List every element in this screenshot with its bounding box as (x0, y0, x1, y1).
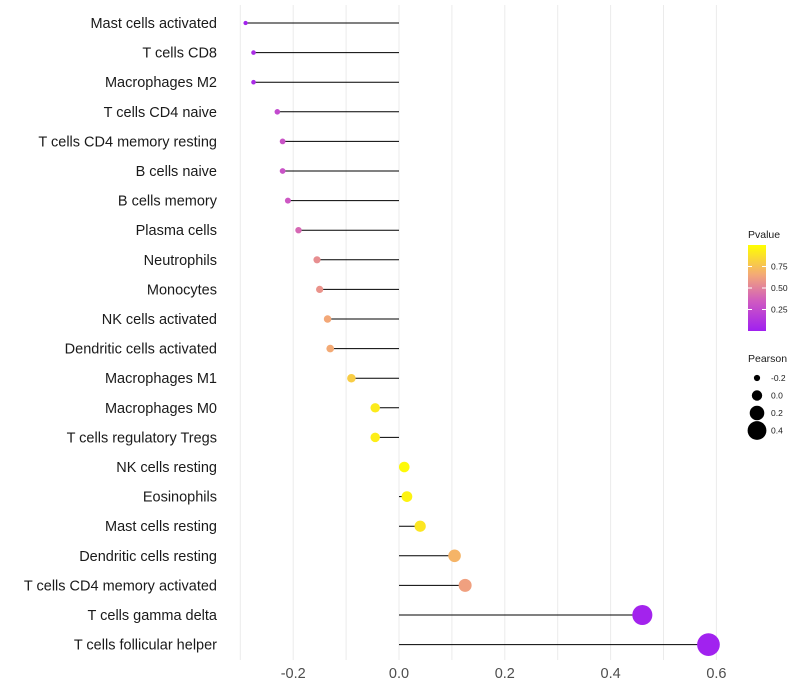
category-labels: Mast cells activated T cells CD8 Macrophag… (24, 16, 218, 654)
x-tick-label: 0.4 (601, 666, 621, 682)
category-label: T cells CD4 memory activated (24, 578, 217, 594)
category-label: Dendritic cells activated (65, 342, 217, 358)
lollipop-point (295, 226, 302, 234)
lollipop-point (279, 138, 286, 145)
lollipop-point (323, 315, 332, 323)
pvalue-legend-title: Pvalue (748, 229, 780, 241)
lollipop-point (279, 168, 286, 174)
pearson-legend-key (749, 405, 765, 421)
category-label: Dendritic cells resting (79, 549, 217, 565)
lollipop-point (347, 373, 356, 383)
category-label: Macrophages M1 (105, 371, 217, 387)
pearson-legend-keys: -0.2 0.0 0.2 0.4 (747, 373, 786, 440)
lollipop-point (274, 109, 281, 115)
lollipop-point (243, 20, 248, 26)
category-label: Eosinophils (143, 490, 217, 506)
pvalue-colorbar (748, 245, 766, 331)
lollipop-point (458, 578, 472, 592)
pvalue-legend: Pvalue 0.75 0.50 0.25 (748, 229, 788, 331)
lollipop-point (284, 197, 291, 204)
lollipop-points (243, 20, 720, 656)
pvalue-legend-label: 0.25 (771, 305, 788, 315)
pvalue-legend-breaks: 0.75 0.50 0.25 (748, 262, 788, 315)
lollipop-point (401, 491, 413, 502)
category-label: T cells regulatory Tregs (67, 430, 217, 446)
lollipop-point (697, 633, 720, 656)
pvalue-legend-label: 0.50 (771, 283, 788, 293)
category-label: T cells CD4 memory resting (38, 134, 217, 150)
pearson-legend-key (753, 374, 761, 382)
category-label: Macrophages M0 (105, 401, 217, 417)
lollipop-point (326, 344, 335, 353)
category-label: Macrophages M2 (105, 75, 217, 91)
pearson-legend-label: 0.4 (771, 426, 783, 436)
grid-lines (239, 5, 717, 660)
category-label: T cells follicular helper (74, 638, 217, 654)
x-tick-label: -0.2 (281, 666, 306, 682)
lollipop-point (251, 50, 256, 55)
x-axis-tick-labels: -0.2 0.0 0.2 0.4 0.6 (281, 666, 727, 682)
pearson-legend: Pearson -0.2 0.0 0.2 0.4 (747, 353, 787, 440)
category-label: Mast cells resting (105, 519, 217, 535)
pearson-legend-title: Pearson (748, 353, 787, 365)
category-label: Neutrophils (144, 253, 217, 269)
category-label: NK cells activated (102, 312, 217, 328)
lollipop-point (370, 432, 380, 443)
lollipop-point (398, 461, 410, 473)
category-label: B cells naive (136, 164, 217, 180)
category-label: NK cells resting (116, 460, 217, 476)
pearson-legend-key (747, 421, 767, 440)
lollipop-point (632, 604, 653, 626)
category-label: T cells CD4 naive (104, 105, 217, 121)
lollipop-point (316, 285, 324, 294)
pvalue-legend-label: 0.75 (771, 262, 788, 272)
pearson-legend-key (751, 390, 763, 401)
category-label: Plasma cells (136, 223, 217, 239)
pearson-legend-label: 0.2 (771, 408, 783, 418)
x-tick-label: 0.6 (706, 666, 726, 682)
lollipop-stems (245, 22, 709, 646)
category-label: T cells CD8 (142, 46, 217, 62)
category-label: Monocytes (147, 282, 217, 298)
lollipop-point (414, 520, 426, 532)
pearson-legend-label: -0.2 (771, 373, 786, 383)
lollipop-point (313, 256, 321, 264)
category-label: B cells memory (118, 194, 218, 210)
lollipop-point (370, 403, 380, 413)
category-label: T cells gamma delta (88, 608, 218, 624)
lollipop-point (251, 79, 256, 85)
lollipop-point (448, 549, 461, 563)
x-tick-label: 0.2 (495, 666, 515, 682)
x-tick-label: 0.0 (389, 666, 409, 682)
category-label: Mast cells activated (90, 16, 217, 32)
pearson-legend-label: 0.0 (771, 391, 783, 401)
